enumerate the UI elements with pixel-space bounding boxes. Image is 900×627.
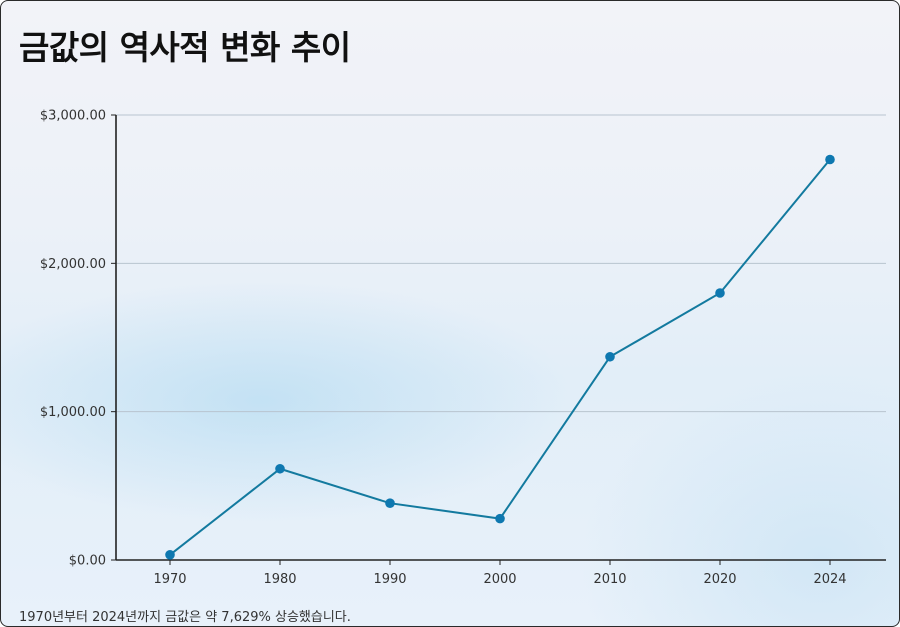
y-tick-label: $2,000.00 <box>40 257 106 272</box>
data-point <box>385 498 395 508</box>
data-point <box>495 513 505 524</box>
data-point <box>605 351 615 362</box>
x-tick-label: 2010 <box>593 572 626 587</box>
y-tick-label: $3,000.00 <box>40 109 106 124</box>
chart-title: 금값의 역사적 변화 추이 <box>19 28 351 67</box>
chart-footnote: 1970년부터 2024년까지 금값은 약 7,629% 상승했습니다. <box>19 610 351 625</box>
x-tick-label: 2000 <box>483 572 516 587</box>
series-line <box>169 158 831 556</box>
x-tick-label: 1980 <box>263 572 296 587</box>
data-point <box>825 154 835 165</box>
data-point <box>275 463 285 474</box>
x-tick-label: 1990 <box>373 572 406 587</box>
y-tick-label: $1,000.00 <box>40 405 106 420</box>
y-tick-label: $0.00 <box>69 554 106 569</box>
data-point <box>165 550 175 560</box>
x-tick-label: 1970 <box>153 572 186 587</box>
data-point <box>715 288 725 298</box>
x-tick-label: 2020 <box>703 572 736 587</box>
x-tick-label: 2024 <box>813 572 846 587</box>
